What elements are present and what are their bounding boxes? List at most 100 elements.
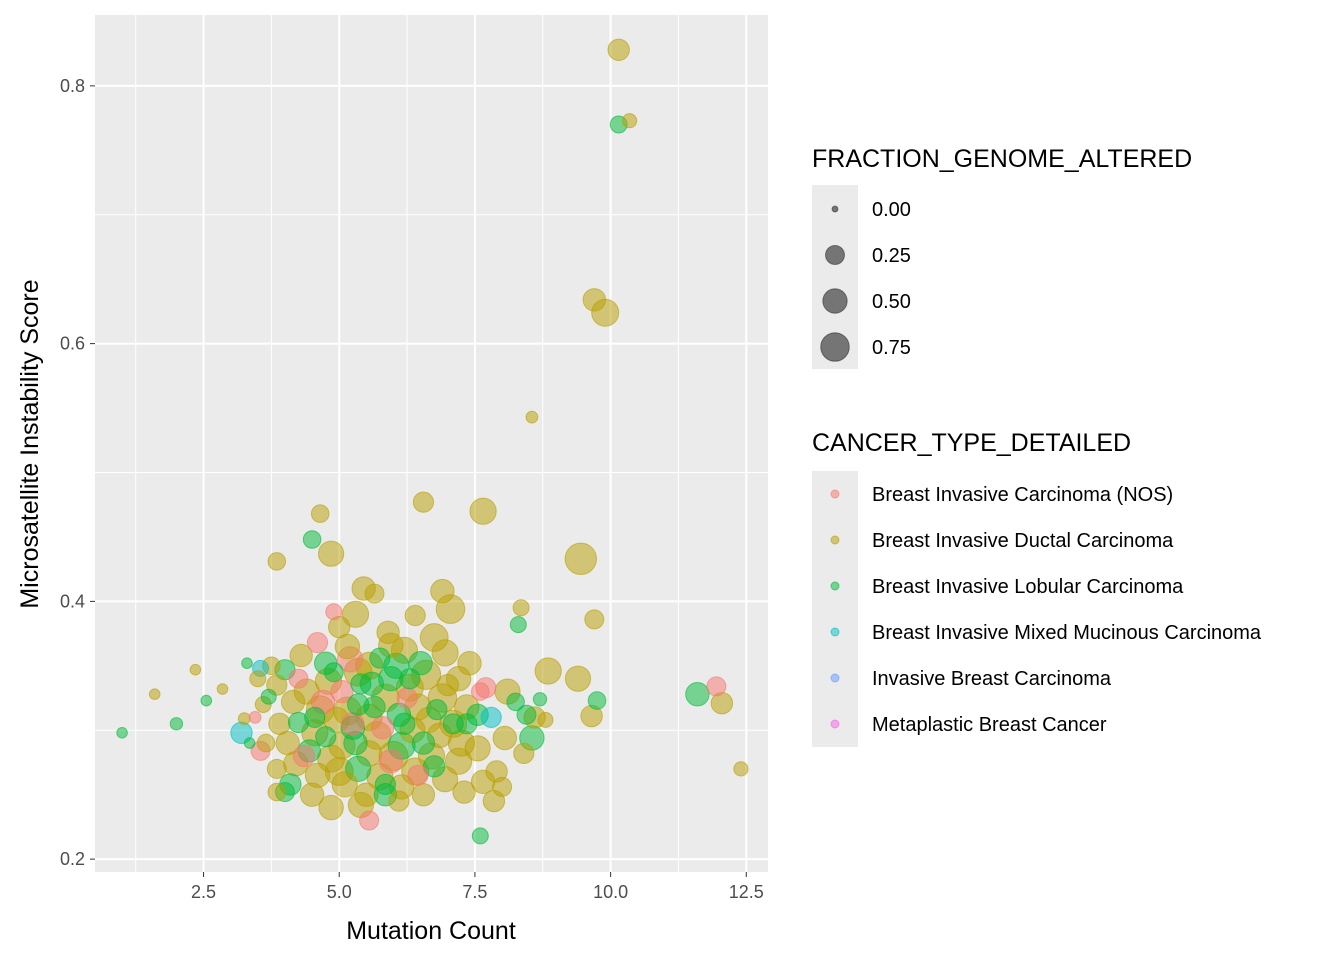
size-legend-title: FRACTION_GENOME_ALTERED — [812, 145, 1192, 173]
data-point — [411, 731, 436, 755]
data-point — [323, 662, 344, 683]
data-point — [330, 679, 354, 704]
data-point — [584, 609, 605, 630]
color-legend: CANCER_TYPE_DETAILED Breast Invasive Car… — [812, 429, 1262, 747]
color-legend-label: Invasive Breast Carcinoma — [872, 668, 1112, 690]
data-point — [412, 491, 434, 513]
x-tick-label: 10.0 — [593, 882, 628, 902]
data-point — [116, 727, 128, 739]
data-point — [306, 632, 329, 654]
data-point — [248, 711, 262, 724]
data-point — [622, 113, 638, 129]
data-point — [266, 758, 287, 779]
data-point — [267, 552, 287, 571]
data-point — [268, 712, 291, 735]
data-point — [260, 688, 277, 705]
data-point — [537, 711, 554, 728]
data-point — [436, 673, 459, 697]
size-legend-label: 0.50 — [872, 291, 911, 313]
data-point — [304, 706, 326, 729]
data-point — [148, 688, 161, 701]
data-point — [582, 288, 606, 312]
data-point — [564, 665, 592, 692]
color-legend-label: Breast Invasive Mixed Mucinous Carcinoma — [872, 622, 1262, 644]
data-point — [464, 735, 491, 762]
color-legend-key-background — [812, 471, 858, 747]
size-legend-label: 0.00 — [872, 199, 911, 221]
data-point — [513, 742, 535, 765]
data-point — [512, 599, 530, 617]
data-point — [288, 668, 309, 689]
x-tick-label: 12.5 — [729, 882, 764, 902]
data-point — [289, 643, 313, 668]
data-point — [411, 783, 436, 807]
data-point — [452, 780, 476, 804]
data-point — [404, 604, 426, 627]
data-points — [116, 38, 749, 845]
color-legend-key — [830, 535, 840, 545]
color-legend-label: Breast Invasive Lobular Carcinoma — [872, 576, 1184, 598]
data-point — [509, 616, 527, 634]
data-point — [189, 663, 202, 676]
size-legend-key — [825, 245, 845, 265]
color-legend-key — [830, 489, 840, 499]
x-tick-label: 5.0 — [327, 882, 352, 902]
data-point — [525, 410, 539, 424]
data-point — [407, 764, 429, 786]
data-point — [587, 691, 607, 710]
y-axis-title: Microsatellite Instability Score — [16, 279, 44, 608]
data-point — [492, 776, 513, 797]
data-point — [426, 699, 448, 721]
data-point — [318, 540, 345, 567]
data-point — [506, 692, 525, 712]
data-point — [516, 704, 537, 725]
size-legend-key — [831, 205, 839, 213]
size-legend-label: 0.75 — [872, 337, 911, 359]
data-point — [457, 651, 482, 676]
data-point — [534, 657, 562, 685]
data-point — [241, 657, 253, 670]
data-point — [431, 639, 459, 667]
color-legend-label: Breast Invasive Carcinoma (NOS) — [872, 484, 1173, 506]
size-legend: FRACTION_GENOME_ALTERED 0.00 0.25 0.50 0.75 — [812, 145, 1192, 369]
data-point — [469, 497, 497, 525]
data-point — [369, 647, 391, 669]
data-point — [315, 726, 337, 748]
size-legend-label: 0.25 — [872, 245, 911, 267]
data-point — [280, 689, 306, 715]
data-point — [237, 712, 251, 725]
data-point — [706, 676, 727, 697]
size-legend-key — [820, 332, 850, 362]
x-axis-title: Mutation Count — [346, 917, 516, 945]
data-point — [216, 683, 229, 695]
color-legend-key — [830, 581, 840, 591]
data-point — [471, 682, 490, 701]
data-point — [733, 761, 749, 777]
color-legend-key — [830, 719, 840, 729]
color-legend-label: Metaplastic Breast Cancer — [872, 714, 1107, 736]
data-point — [169, 717, 184, 731]
data-point — [388, 790, 410, 812]
data-point — [267, 782, 287, 802]
data-point — [310, 504, 330, 524]
data-point — [325, 603, 343, 621]
data-point — [430, 578, 455, 604]
color-legend-label: Breast Invasive Ductal Carcinoma — [872, 530, 1174, 552]
data-point — [492, 725, 517, 751]
size-legend-key — [822, 288, 848, 314]
color-legend-title: CANCER_TYPE_DETAILED — [812, 429, 1131, 457]
data-point — [564, 542, 597, 575]
data-point — [423, 755, 446, 778]
data-point — [200, 694, 213, 707]
data-point — [374, 773, 396, 796]
data-point — [243, 737, 256, 749]
x-tick-label: 7.5 — [462, 882, 487, 902]
data-point — [396, 687, 418, 709]
data-point — [350, 673, 372, 695]
data-point — [341, 600, 370, 628]
data-point — [302, 530, 322, 549]
data-point — [685, 682, 710, 707]
data-point — [480, 706, 502, 729]
color-legend-key — [830, 627, 840, 637]
